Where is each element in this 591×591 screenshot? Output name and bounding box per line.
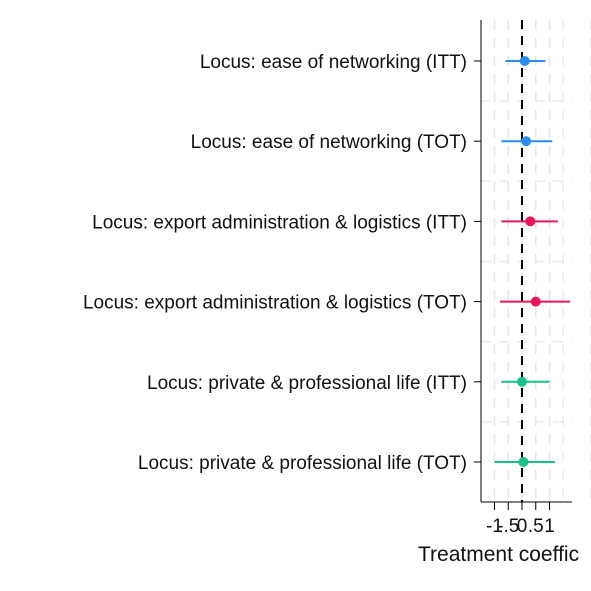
estimates [494, 56, 571, 467]
point-estimate [525, 216, 536, 227]
x-tick-labels: -1-.50.5 1 [486, 516, 555, 537]
category-label: Locus: private & professional life (TOT) [138, 453, 467, 474]
category-label: Locus: private & professional life (ITT) [147, 373, 467, 394]
x-tick-label: -.5 [497, 516, 519, 537]
x-tick-label: 1 [544, 516, 555, 537]
grid [481, 20, 591, 502]
x-tick-label: -1 [486, 516, 503, 537]
point-estimate [530, 296, 541, 307]
axes [474, 20, 572, 510]
point-estimate [521, 136, 532, 147]
category-label: Locus: export administration & logistics… [92, 212, 467, 233]
point-estimate [518, 457, 529, 467]
point-estimate [519, 56, 530, 66]
x-tick-label: .5 [528, 516, 544, 537]
category-label: Locus: ease of networking (ITT) [200, 52, 467, 73]
category-label: Locus: ease of networking (TOT) [191, 132, 467, 153]
x-axis-title: Treatment coeffic [418, 543, 579, 566]
point-estimate [517, 376, 527, 387]
category-label: Locus: export administration & logistics… [83, 293, 467, 314]
category-labels: Locus: ease of networking (ITT) Locus: ea… [83, 52, 467, 474]
x-tick-label: 0 [517, 516, 528, 537]
